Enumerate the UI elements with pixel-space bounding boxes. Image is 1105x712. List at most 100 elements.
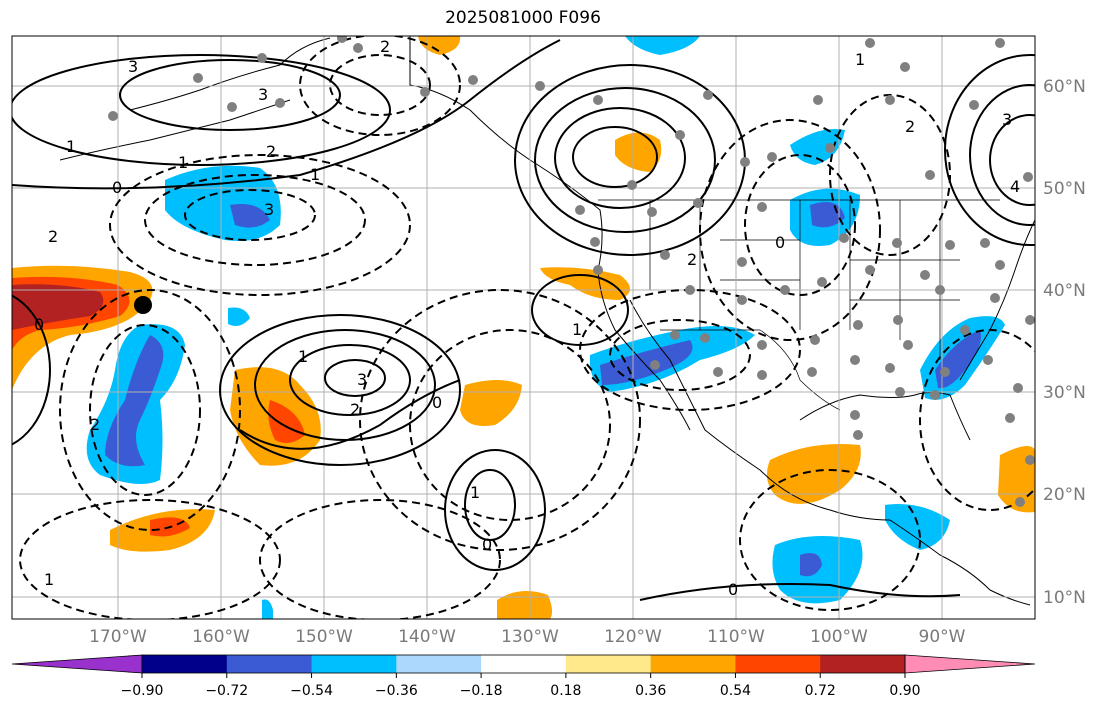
contour-label: 1: [178, 153, 188, 172]
station-dot: [810, 335, 820, 345]
contour-label: 4: [1010, 177, 1020, 196]
coastline-pacific-nw: [409, 36, 691, 431]
lat-label: 50°N: [1043, 179, 1086, 199]
coastlines: [59, 36, 1035, 606]
station-dot: [940, 367, 950, 377]
coastline-alaska: [129, 37, 331, 111]
lon-label: 150°W: [295, 627, 353, 647]
contour-label: 0: [482, 535, 492, 554]
contour-high-atlantic: [944, 54, 1035, 246]
station-dot: [650, 360, 660, 370]
state-borders-west: [649, 200, 851, 330]
station-dot: [353, 43, 363, 53]
contour-label: 1: [44, 570, 54, 589]
contour-low-central-pacific: [59, 289, 241, 531]
coastline-east: [959, 219, 1035, 381]
contour-high-northwest-inner: [119, 59, 341, 131]
station-dot: [780, 285, 790, 295]
anomaly-shading: [12, 36, 1035, 619]
station-dot: [337, 36, 347, 43]
station-dot: [960, 325, 970, 335]
contour-high-gulf-alaska-3: [554, 107, 686, 209]
colorbar-tick-label: −0.18: [460, 683, 503, 699]
lon-label: 120°W: [604, 627, 662, 647]
contour-label: 2: [350, 400, 360, 419]
map-frame: [11, 35, 1036, 620]
station-dot: [990, 293, 1000, 303]
colorbar-tick-label: −0.54: [290, 683, 333, 699]
station-dot: [675, 130, 685, 140]
station-dot: [703, 90, 713, 100]
lon-label: 140°W: [398, 627, 456, 647]
station-dot: [895, 387, 905, 397]
station-dot: [980, 238, 990, 248]
latitude-axis: 60°N 50°N 40°N 30°N 20°N 10°N: [1043, 77, 1086, 608]
contour-high-gulf-alaska-2: [534, 87, 716, 233]
contour-low-north-pacific-2: [144, 174, 366, 266]
station-dot: [227, 102, 237, 112]
map-title: 2025081000 F096: [445, 8, 601, 28]
contour-high-northwest: [12, 54, 391, 166]
lat-label: 20°N: [1043, 485, 1086, 505]
station-dot: [930, 390, 940, 400]
state-borders-east: [850, 200, 960, 360]
contour-low-aleutian-2: [329, 54, 431, 116]
contour-label: 3: [1002, 110, 1012, 129]
colorbar-swatch: [650, 655, 736, 673]
station-dot: [839, 233, 849, 243]
positive-anomaly-canada: [615, 132, 662, 172]
station-dot: [713, 367, 723, 377]
colorbar-swatch: [396, 655, 482, 673]
station-dot: [647, 207, 657, 217]
station-dot: [900, 62, 910, 72]
contour-label: 0: [112, 178, 122, 197]
station-dots: [108, 36, 1035, 507]
colorbar-frame: [141, 654, 906, 674]
contour-label: 1: [298, 347, 308, 366]
station-dot: [945, 240, 955, 250]
negative-contours: [19, 36, 1035, 619]
station-dot: [935, 285, 945, 295]
contour-label: 2: [687, 250, 697, 269]
contour-label: 3: [264, 200, 274, 219]
station-dot: [737, 295, 747, 305]
political-borders: [598, 199, 1000, 411]
contour-high-subtropical-3: [289, 344, 411, 416]
negative-anomaly-small-b: [262, 599, 273, 619]
station-dot: [885, 363, 895, 373]
station-dot: [575, 205, 585, 215]
station-dot: [1023, 172, 1033, 182]
contour-label: 3: [128, 57, 138, 76]
contour-low-southeast: [919, 329, 1035, 511]
contour-low-hawaii: [19, 499, 281, 619]
negative-anomaly-central-america: [885, 504, 950, 550]
contour-low-central-pacific-2: [89, 324, 201, 496]
station-dot: [757, 202, 767, 212]
station-dot: [1005, 413, 1015, 423]
lon-label: 90°W: [919, 627, 966, 647]
contour-label: 1: [572, 320, 582, 339]
station-dot: [693, 198, 703, 208]
contour-zero-south: [239, 379, 461, 450]
station-dot: [1015, 497, 1025, 507]
station-dot: [813, 95, 823, 105]
station-dot: [757, 370, 767, 380]
lon-label: 110°W: [707, 627, 765, 647]
lon-label: 130°W: [501, 627, 559, 647]
contour-label: 1: [310, 165, 320, 184]
lon-label: 100°W: [810, 627, 868, 647]
station-dot: [853, 320, 863, 330]
coastline-central-america: [889, 519, 1031, 606]
contour-high-subtropical-4: [324, 359, 386, 397]
station-dot: [627, 180, 637, 190]
contour-high-gulf-alaska-4: [572, 126, 658, 188]
contour-labels: 3 1 0 2 3 1 2 3 0 1 2 1 3 2 0 1 2 0 1 0 …: [34, 37, 1020, 599]
station-dot: [757, 340, 767, 350]
negative-anomaly-southwest-core: [600, 340, 693, 385]
station-dot: [850, 410, 860, 420]
station-dot: [903, 340, 913, 350]
station-dot: [685, 285, 695, 295]
station-dot: [995, 260, 1005, 270]
station-dot: [853, 430, 863, 440]
contour-label: 2: [380, 37, 390, 56]
